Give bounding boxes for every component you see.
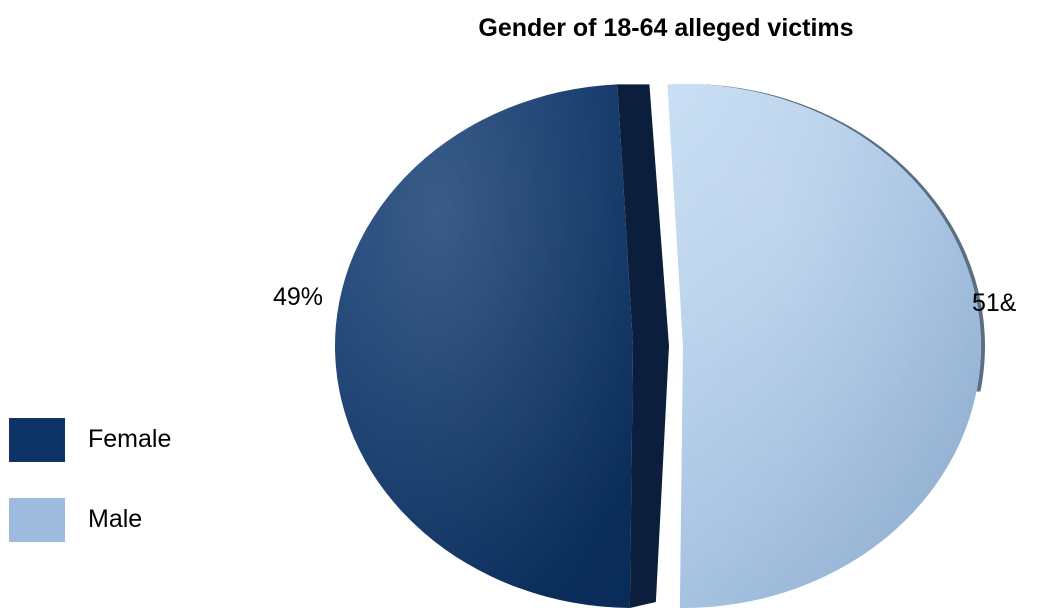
pie-slice-female-highlight xyxy=(334,84,633,608)
data-label-male: 51& xyxy=(972,289,1017,317)
pie-slice-female-side xyxy=(617,84,669,608)
legend-label-female: Female xyxy=(88,425,172,453)
legend-swatch-female xyxy=(9,418,65,462)
legend-swatch-male xyxy=(9,498,65,542)
chart-title: Gender of 18-64 alleged victims xyxy=(478,14,854,42)
data-label-female: 49% xyxy=(273,283,324,311)
pie-slice-male-highlight xyxy=(667,84,981,608)
legend-label-male: Male xyxy=(88,505,143,533)
